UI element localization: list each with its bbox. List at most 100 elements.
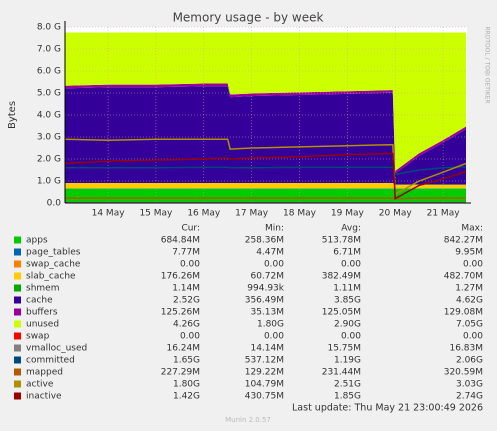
legend-stat: 1.80G [173, 380, 200, 390]
legend-name: unused [26, 320, 59, 330]
legend-stat: 482.70M [444, 272, 483, 282]
line [65, 165, 467, 176]
x-tick-label: 16 May [187, 209, 221, 219]
y-tick-label: 0.0 [47, 199, 62, 209]
legend-stat: 1.27M [455, 284, 483, 294]
legend-stat: 0.00 [180, 260, 200, 270]
y-tick-label: 7.0 G [37, 45, 61, 55]
legend-stat: 1.14M [172, 284, 200, 294]
legend-swatch [14, 332, 21, 340]
legend-stat: 4.26G [173, 320, 200, 330]
legend-stat: 382.49M [322, 272, 361, 282]
legend-stat: 16.24M [166, 344, 200, 354]
legend-stat: 6.71M [333, 248, 361, 258]
legend-stat: 4.62G [456, 296, 483, 306]
x-tick-label: 15 May [139, 209, 173, 219]
legend-swatch [14, 272, 21, 280]
legend-stat: 16.83M [449, 344, 483, 354]
legend-stat: 176.26M [161, 272, 200, 282]
legend-stat: 430.75M [245, 392, 284, 402]
legend-stat: 1.11M [333, 284, 361, 294]
legend-stat: 0.00 [463, 260, 483, 270]
legend-name: mapped [26, 368, 63, 378]
legend-stat: 842.27M [444, 236, 483, 246]
footer: Last update: Thu May 21 23:00:49 2026 [292, 403, 483, 414]
version: Munin 2.0.57 [225, 416, 271, 424]
legend-stat: 356.49M [245, 296, 284, 306]
legend-stat: 0.00 [264, 260, 284, 270]
legend-stat: 684.84M [161, 236, 200, 246]
y-axis-label: Bytes [7, 101, 18, 129]
legend-stat: 35.13M [250, 308, 284, 318]
legend-swatch [14, 344, 21, 352]
legend-stat: 2.74G [456, 392, 483, 402]
x-tick-label: 20 May [379, 209, 413, 219]
legend-stat: 7.77M [172, 248, 200, 258]
y-tick-label: 3.0 G [37, 133, 61, 143]
legend-name: swap_cache [26, 260, 81, 270]
x-tick-label: 14 May [92, 209, 126, 219]
legend-stat: 2.06G [456, 356, 483, 366]
chart-title: Memory usage - by week [173, 11, 324, 25]
x-tick-label: 19 May [331, 209, 365, 219]
legend-header: Max: [461, 224, 483, 234]
y-tick-label: 4.0 G [37, 111, 61, 121]
legend-stat: 14.14M [250, 344, 284, 354]
legend-name: inactive [26, 392, 62, 402]
area [65, 32, 467, 171]
legend-stat: 1.85G [334, 392, 361, 402]
legend-stat: 227.29M [161, 368, 200, 378]
legend-swatch [14, 236, 21, 244]
legend-stat: 0.00 [463, 332, 483, 342]
y-tick-label: 2.0 G [37, 155, 61, 165]
x-tick-label: 17 May [235, 209, 269, 219]
legend-stat: 231.44M [322, 368, 361, 378]
legend-stat: 104.79M [245, 380, 284, 390]
legend-stat: 1.65G [173, 356, 200, 366]
area [65, 188, 467, 203]
legend-swatch [14, 392, 21, 400]
legend-stat: 0.00 [264, 332, 284, 342]
legend-stat: 1.80G [257, 320, 284, 330]
y-tick-label: 1.0 G [37, 177, 61, 187]
legend-header: Avg: [341, 224, 361, 234]
legend-stat: 1.19G [334, 356, 361, 366]
legend-name: slab_cache [26, 272, 76, 282]
legend-stat: 2.90G [334, 320, 361, 330]
legend-name: cache [26, 296, 53, 306]
legend-stat: 994.93k [247, 284, 284, 294]
legend-stat: 1.42G [173, 392, 200, 402]
legend-header: Min: [265, 224, 284, 234]
y-tick-label: 6.0 G [37, 67, 61, 77]
legend-stat: 537.12M [245, 356, 284, 366]
legend-swatch [14, 356, 21, 364]
legend-stat: 129.08M [444, 308, 483, 318]
legend-stat: 258.36M [245, 236, 284, 246]
legend-swatch [14, 260, 21, 268]
line [65, 197, 467, 200]
legend-name: shmem [26, 284, 59, 294]
legend-stat: 7.05G [456, 320, 483, 330]
legend-stat: 513.78M [322, 236, 361, 246]
x-tick-label: 21 May [427, 209, 461, 219]
legend-swatch [14, 284, 21, 292]
legend-swatch [14, 248, 21, 256]
legend-name: active [26, 380, 54, 390]
legend-name: buffers [26, 308, 58, 318]
legend-name: apps [26, 236, 48, 246]
legend-swatch [14, 308, 21, 316]
line [64, 138, 467, 196]
legend-stat: 125.05M [322, 308, 361, 318]
legend-stat: 2.52G [173, 296, 200, 306]
legend-stat: 125.26M [161, 308, 200, 318]
legend-name: vmalloc_used [26, 344, 87, 354]
y-tick-label: 5.0 G [37, 89, 61, 99]
area [65, 183, 467, 189]
legend-name: page_tables [26, 248, 81, 258]
legend-stat: 320.59M [444, 368, 483, 378]
y-tick-label: 8.0 G [37, 23, 61, 33]
legend-stat: 3.03G [456, 380, 483, 390]
line [64, 152, 467, 200]
